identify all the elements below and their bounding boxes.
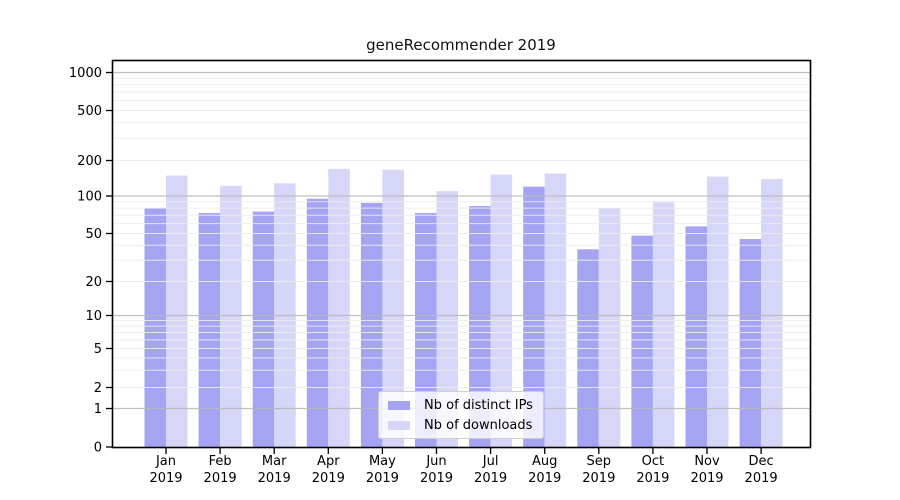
tick-label: Mar bbox=[262, 454, 287, 469]
x-axis: Jan 2019 Feb 2019 Mar 2019 Apr 2019 May 2019 Jun 20… bbox=[149, 447, 778, 486]
tick-label: 20 bbox=[85, 275, 102, 290]
tick-label: Jun bbox=[425, 454, 446, 469]
tick-label: 0 bbox=[94, 440, 102, 455]
y-axis: 0 1 2 5 10 20 50 100 200 500 1000 bbox=[69, 66, 113, 455]
bar-distinct-ips-may bbox=[360, 202, 383, 448]
bar-downloads-aug bbox=[544, 173, 567, 448]
tick-label: 2019 bbox=[582, 471, 615, 486]
legend: Nb of distinct IPs Nb of downloads bbox=[378, 391, 544, 439]
bar-distinct-ips-apr bbox=[306, 198, 329, 448]
bar-downloads-feb bbox=[220, 185, 242, 448]
bar-downloads-jul bbox=[490, 174, 513, 448]
bar-downloads-may bbox=[382, 169, 404, 448]
bars bbox=[144, 168, 783, 448]
tick-label: 2019 bbox=[149, 471, 182, 486]
tick-label: 2019 bbox=[312, 471, 345, 486]
tick-label: 50 bbox=[85, 227, 102, 242]
legend-label-downloads: Nb of downloads bbox=[424, 417, 533, 433]
tick-label: 5 bbox=[94, 342, 102, 357]
tick-label: 2019 bbox=[474, 471, 507, 486]
bar-distinct-ips-jun bbox=[415, 213, 437, 448]
bar-downloads-jun bbox=[436, 191, 458, 448]
plot-border bbox=[111, 59, 812, 449]
tick-label: Apr bbox=[317, 454, 340, 469]
tick-label: 500 bbox=[77, 104, 102, 119]
legend-swatch-distinct-ips bbox=[388, 400, 410, 410]
tick-label: 1 bbox=[94, 402, 102, 417]
tick-label: Aug bbox=[532, 454, 557, 469]
legend-item-downloads: Nb of downloads bbox=[379, 418, 543, 433]
tick-label: 2019 bbox=[528, 471, 561, 486]
bar-downloads-jan bbox=[166, 175, 188, 448]
bar-distinct-ips-dec bbox=[739, 239, 762, 448]
tick-label: Jul bbox=[482, 454, 499, 469]
tick-label: 2019 bbox=[366, 471, 399, 486]
bar-downloads-apr bbox=[328, 168, 350, 448]
tick-label: 100 bbox=[77, 189, 102, 204]
tick-label: 10 bbox=[85, 309, 102, 324]
bar-downloads-oct bbox=[652, 202, 675, 448]
tick-label: Nov bbox=[694, 454, 720, 469]
tick-label: 2019 bbox=[258, 471, 291, 486]
bar-distinct-ips-nov bbox=[685, 226, 707, 448]
chart-title: geneRecommender 2019 bbox=[366, 36, 556, 54]
bar-distinct-ips-feb bbox=[198, 213, 221, 448]
tick-label: 2019 bbox=[745, 471, 778, 486]
tick-label: Oct bbox=[642, 454, 664, 469]
tick-label: 1000 bbox=[69, 66, 102, 81]
tick-label: 2019 bbox=[690, 471, 723, 486]
bar-downloads-nov bbox=[707, 176, 729, 448]
bar-distinct-ips-mar bbox=[252, 211, 275, 448]
tick-label: Dec bbox=[749, 454, 774, 469]
tick-label: 200 bbox=[77, 154, 102, 169]
tick-label: 2019 bbox=[636, 471, 669, 486]
tick-label: May bbox=[369, 454, 396, 469]
bar-downloads-sep bbox=[598, 208, 621, 448]
bar-distinct-ips-oct bbox=[631, 235, 653, 448]
bar-distinct-ips-jan bbox=[144, 208, 166, 448]
tick-label: Jan bbox=[155, 454, 176, 469]
legend-swatch-downloads bbox=[388, 420, 410, 430]
tick-label: Sep bbox=[587, 454, 612, 469]
tick-label: 2 bbox=[94, 381, 102, 396]
legend-label-distinct-ips: Nb of distinct IPs bbox=[424, 397, 533, 413]
bar-downloads-dec bbox=[761, 179, 783, 448]
gridlines bbox=[112, 71, 811, 410]
bar-distinct-ips-aug bbox=[523, 186, 545, 448]
tick-label: Feb bbox=[209, 454, 232, 469]
tick-label: 2019 bbox=[420, 471, 453, 486]
tick-label: 2019 bbox=[204, 471, 237, 486]
legend-item-distinct-ips: Nb of distinct IPs bbox=[379, 398, 543, 413]
